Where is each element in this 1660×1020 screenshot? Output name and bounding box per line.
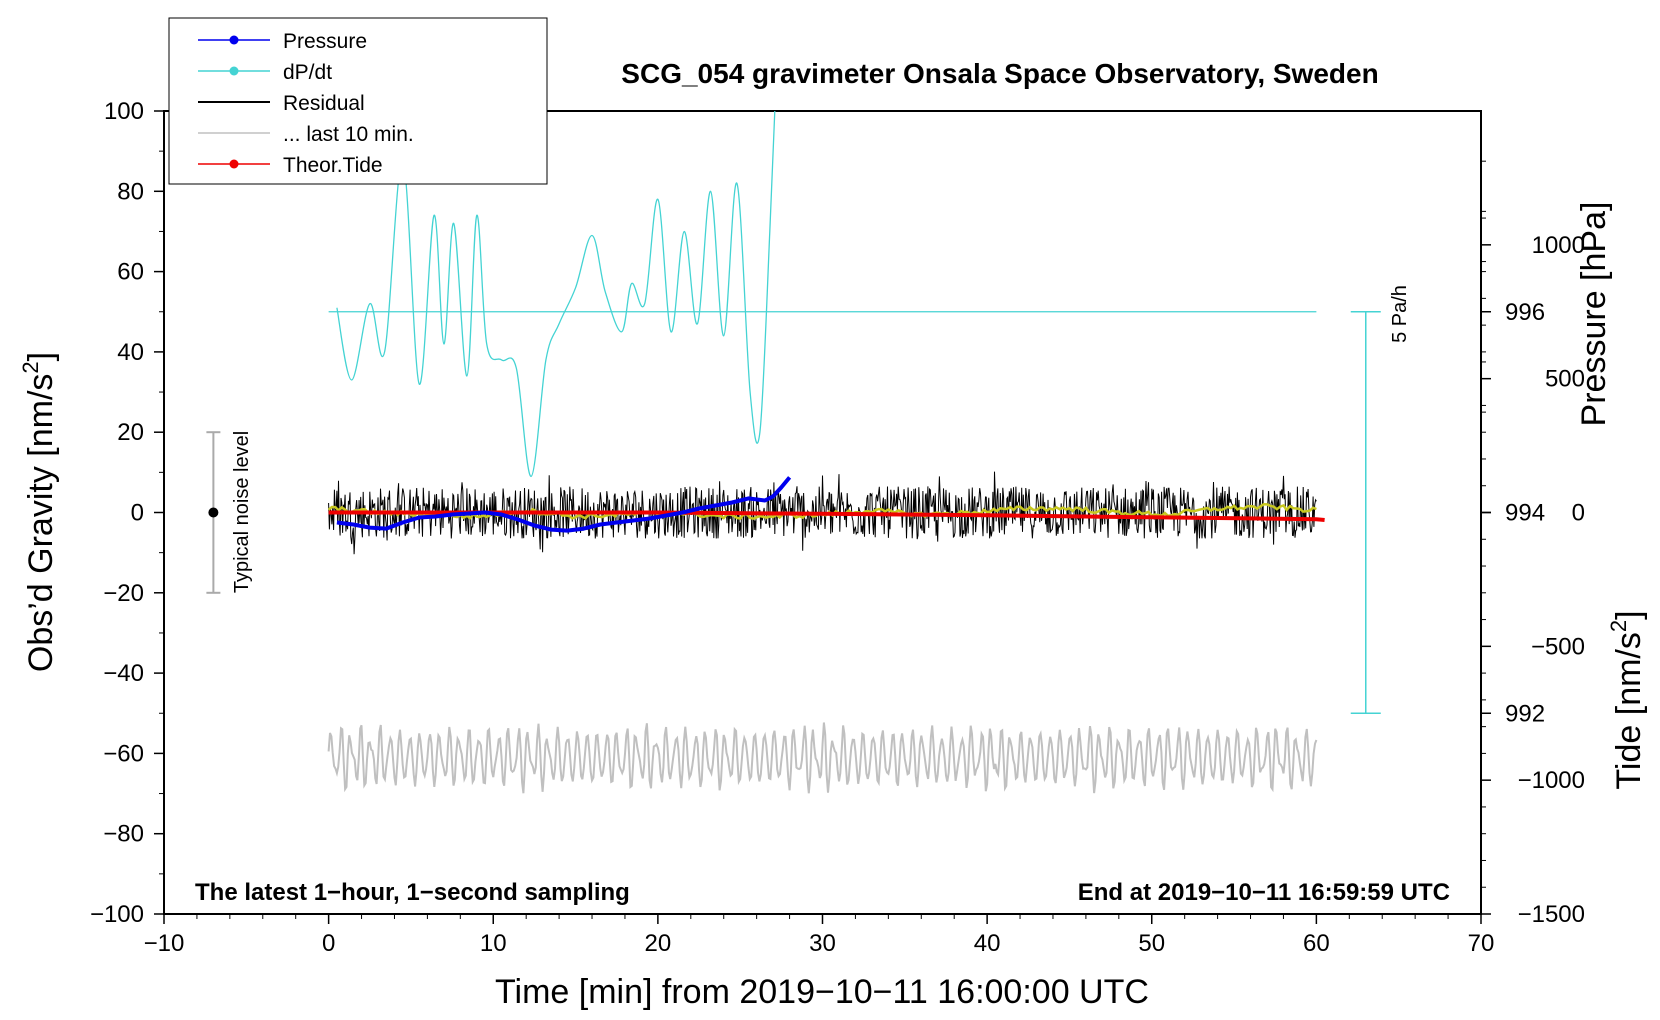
y-axis-pressure: 992 994 996: [1481, 160, 1545, 727]
tide-line: [328, 510, 1325, 522]
legend-label: dP/dt: [283, 61, 332, 84]
tide-tick-label: 500: [1545, 366, 1585, 393]
tide-tick-label: 1000: [1532, 232, 1585, 259]
y-tick-label: −20: [103, 580, 144, 607]
y-axis-tide-title: Tide [nm/s2]: [1606, 610, 1648, 789]
y-axis-tide-title-close: ]: [1610, 610, 1648, 619]
chart-title: SCG_054 gravimeter Onsala Space Observat…: [621, 58, 1378, 89]
pressure-tick-label: 992: [1505, 700, 1545, 727]
dpdt-line: [336, 110, 776, 478]
y-axis-tide-title-sup: 2: [1606, 620, 1631, 632]
y-tick-label: −100: [90, 901, 144, 928]
y-tick-label: 20: [117, 419, 144, 446]
y-tick-label: 100: [104, 98, 144, 125]
pressure-tick-label: 996: [1505, 299, 1545, 326]
pressure-line: [336, 476, 792, 533]
dpdt-series: [328, 110, 1317, 478]
legend-marker: [229, 35, 239, 45]
y-tick-label: −60: [103, 740, 144, 767]
y-axis-left-title-sup: 2: [18, 361, 43, 373]
legend-label: Theor.Tide: [283, 154, 383, 177]
x-tick-label: 20: [645, 930, 672, 957]
residual-line: [328, 471, 1317, 555]
y-axis-tide: 1000 500 0 −500 −1000 −1500: [1481, 217, 1585, 928]
x-tick-label: 60: [1303, 930, 1330, 957]
legend-marker: [229, 66, 239, 76]
x-tick-label: 50: [1138, 930, 1165, 957]
y-tick-label: 80: [117, 178, 144, 205]
y-tick-label: 40: [117, 339, 144, 366]
x-tick-label: −10: [144, 930, 185, 957]
y-axis-pressure-title: Pressure [hPa]: [1575, 202, 1613, 427]
y-axis-tide-title-text: Tide [nm/s: [1610, 632, 1648, 789]
pressure-series: [336, 476, 792, 533]
legend-label: Residual: [283, 92, 365, 115]
x-axis: −10 0 10 20 30 40 50 60 70: [144, 914, 1495, 957]
legend: Pressure dP/dt Residual ... last 10 min. The…: [168, 17, 548, 185]
tide-tick-label: −1000: [1518, 767, 1585, 794]
y-tick-label: −80: [103, 821, 144, 848]
legend-marker: [229, 159, 239, 169]
x-tick-label: 10: [480, 930, 507, 957]
footer-left-note: The latest 1−hour, 1−second sampling: [195, 879, 630, 906]
y-axis-left-title-close: ]: [22, 352, 60, 361]
y-axis-left-title-text: Obs’d Gravity [nm/s: [22, 374, 60, 673]
x-tick-label: 70: [1468, 930, 1495, 957]
tide-tick-label: −1500: [1518, 901, 1585, 928]
scale-bar-label: 5 Pa/h: [1389, 285, 1411, 343]
x-tick-label: 30: [809, 930, 836, 957]
y-axis-left: 100 80 60 40 20 0 −20 −40 −60 −80 −100: [90, 98, 164, 928]
pressure-tick-label: 994: [1505, 500, 1545, 527]
noise-bar-dot: [208, 507, 219, 518]
y-tick-label: −40: [103, 660, 144, 687]
x-tick-label: 0: [322, 930, 335, 957]
tide-series: [328, 510, 1325, 522]
legend-label: Pressure: [283, 30, 367, 53]
legend-label: ... last 10 min.: [283, 123, 414, 146]
noise-bar: [206, 431, 221, 594]
residual-series: [328, 471, 1317, 555]
scale-bar: [1350, 311, 1381, 714]
y-tick-label: 60: [117, 259, 144, 286]
tide-tick-label: −500: [1531, 633, 1585, 660]
x-tick-label: 40: [974, 930, 1001, 957]
tide-tick-label: 0: [1572, 500, 1585, 527]
x-axis-title: Time [min] from 2019−10−11 16:00:00 UTC: [495, 973, 1149, 1011]
noise-level-label: Typical noise level: [231, 431, 253, 593]
y-axis-left-title: Obs’d Gravity [nm/s2]: [18, 352, 60, 672]
footer-right-note: End at 2019−10−11 16:59:59 UTC: [1078, 879, 1450, 906]
y-tick-label: 0: [131, 500, 144, 527]
last10-series: [327, 722, 1318, 794]
last10-line: [327, 722, 1318, 794]
